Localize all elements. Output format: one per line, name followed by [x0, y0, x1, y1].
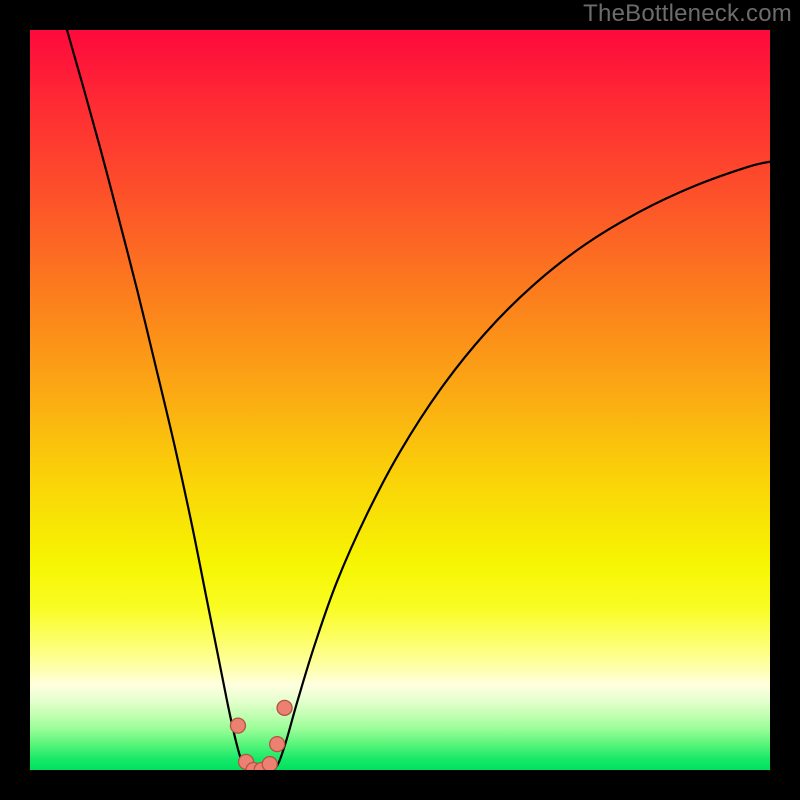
chart-svg: [0, 0, 800, 800]
figure-root: TheBottleneck.com: [0, 0, 800, 800]
plot-background: [30, 30, 770, 770]
data-marker: [230, 718, 245, 733]
data-marker: [262, 757, 277, 772]
watermark-text: TheBottleneck.com: [583, 0, 792, 28]
data-marker: [270, 737, 285, 752]
data-marker: [277, 700, 292, 715]
